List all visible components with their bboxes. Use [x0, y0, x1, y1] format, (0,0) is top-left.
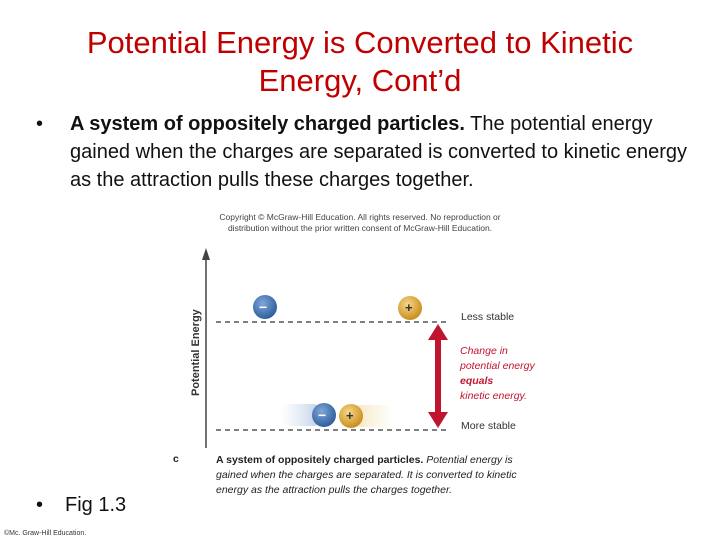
- bullet-1-bold: A system of oppositely charged particles…: [70, 113, 465, 135]
- negative-charge-top: [253, 295, 277, 319]
- figure-copyright: Copyright © McGraw-Hill Education. All r…: [219, 212, 501, 233]
- energy-change-arrowhead-down: [428, 412, 448, 428]
- bullet-1: • A system of oppositely charged particl…: [36, 110, 696, 194]
- change-line-2: potential energy: [460, 360, 535, 372]
- positive-charge-bottom: [339, 404, 363, 428]
- figure-1-3: Copyright © McGraw-Hill Education. All r…: [170, 208, 550, 498]
- negative-charge-bottom: [312, 403, 336, 427]
- caption-rest: Potential energy is gained when the char…: [216, 454, 517, 496]
- caption-bold: A system of oppositely charged particles…: [216, 454, 424, 466]
- slide-footer-copyright: ©Mc. Graw-Hill Education.: [4, 530, 87, 537]
- energy-change-arrowhead-up: [428, 324, 448, 340]
- energy-diagram: [202, 248, 450, 448]
- more-stable-label: More stable: [461, 420, 516, 432]
- figure-caption: A system of oppositely charged particles…: [216, 453, 546, 498]
- bullet-marker: •: [36, 113, 44, 135]
- positive-sign-top: +: [405, 300, 413, 315]
- less-stable-label: Less stable: [461, 311, 515, 323]
- y-axis-arrowhead: [202, 248, 210, 260]
- caption-letter: c: [173, 453, 179, 465]
- change-line-1: Change in: [460, 345, 508, 357]
- y-axis-label: Potential Energy: [190, 309, 202, 396]
- change-equals: equals: [460, 375, 494, 387]
- negative-sign-top: −: [259, 299, 268, 315]
- negative-motion-blur: [280, 404, 324, 426]
- change-line-3: equals: [460, 374, 535, 389]
- bullet-1-rest: The potential energy gained when the cha…: [70, 113, 688, 191]
- bullet-2-marker: •: [36, 494, 44, 516]
- change-line-4: kinetic energy.: [460, 390, 527, 402]
- negative-sign-bottom: −: [318, 407, 327, 423]
- bullet-2-text: Fig 1.3: [65, 494, 127, 516]
- positive-charge-top: [398, 296, 422, 320]
- bullet-2: • Fig 1.3: [36, 494, 126, 517]
- bullet-1-text: A system of oppositely charged particles…: [70, 110, 696, 194]
- change-in-energy-note: Change in potential energy equals kineti…: [460, 344, 535, 404]
- positive-sign-bottom: +: [346, 408, 354, 423]
- slide-title: Potential Energy is Converted to Kinetic…: [86, 25, 634, 98]
